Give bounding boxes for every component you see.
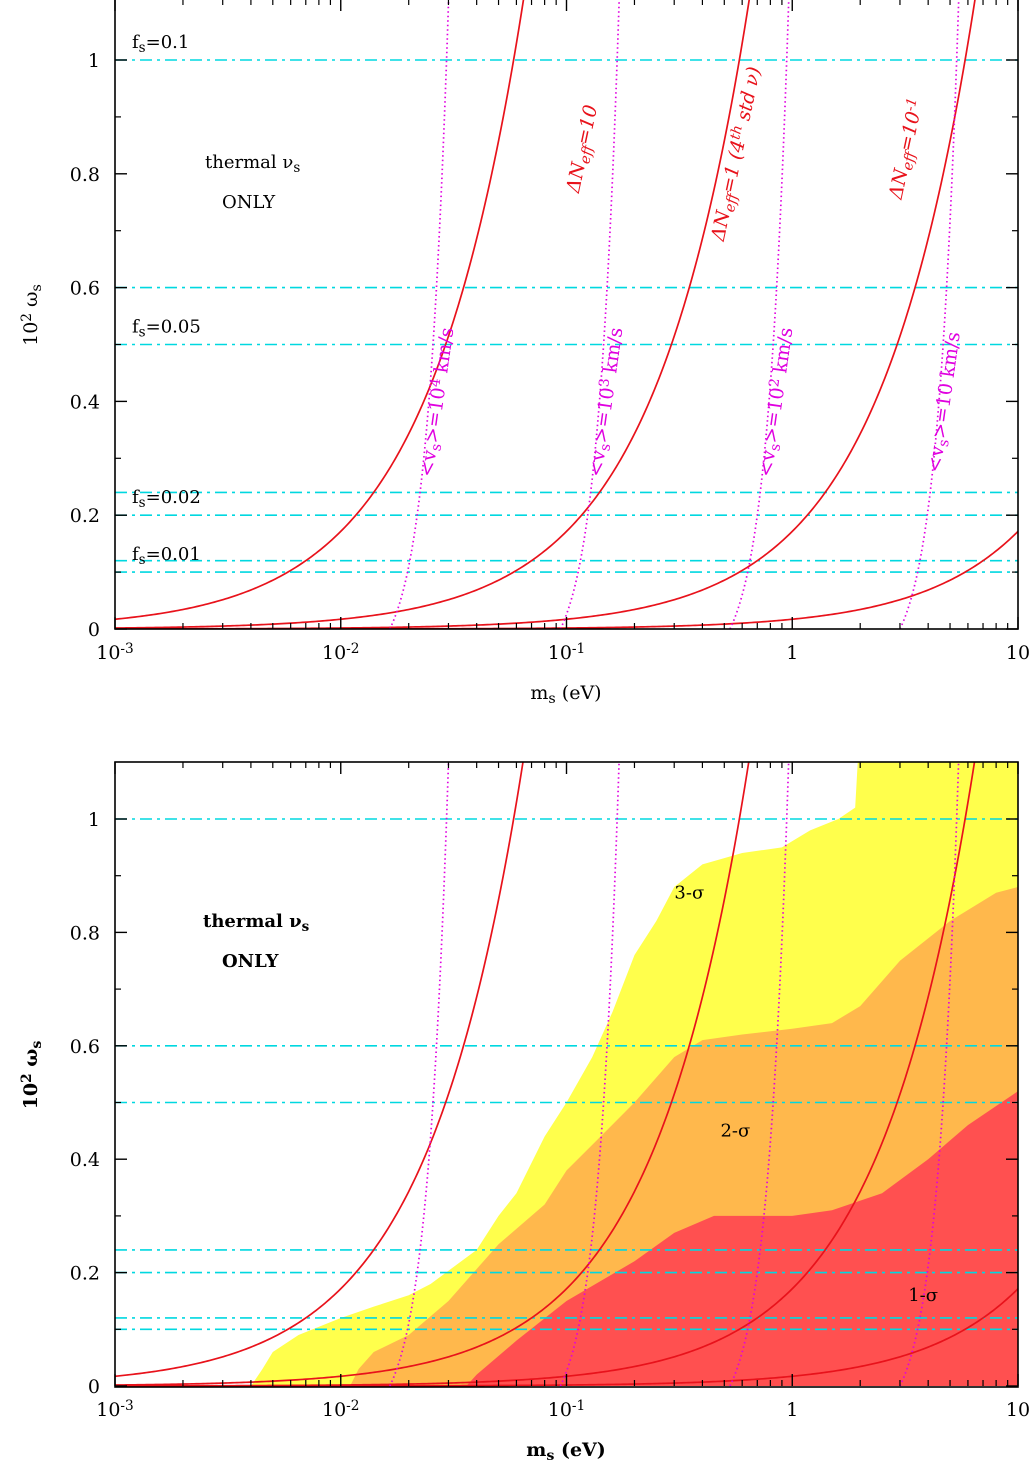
confidence-region — [466, 1091, 1018, 1386]
neff-curve — [115, 762, 750, 1386]
top-panel: 10-3 10-2 10-1 1 10 0 0.2 0.4 0.6 0.8 1 ms (eV) 102… — [19, 0, 1030, 707]
y-axis-label: 102 ωs — [19, 1041, 44, 1110]
neff-curve-group — [115, 0, 1018, 629]
velocity-label: <vs>=102 km/s — [754, 326, 800, 478]
neff-curve — [115, 0, 525, 621]
neff-curve — [115, 0, 976, 629]
region-label: 3-σ — [674, 882, 704, 903]
annotation-thermal: thermal νs — [203, 911, 310, 935]
y-tick-label: 0.2 — [70, 505, 100, 527]
velocity-curve — [559, 0, 621, 629]
y-axis-label: 102 ωs — [19, 284, 44, 346]
x-tick-label: 10-2 — [322, 1398, 360, 1421]
top-axis-ticks: 10-3 10-2 10-1 1 10 0 0.2 0.4 0.6 0.8 1 — [70, 0, 1030, 664]
bottom-axis-ticks: 10-3 10-2 10-1 1 10 0 0.2 0.4 0.6 0.8 1 — [70, 762, 1030, 1421]
y-tick-label: 0 — [88, 619, 100, 641]
x-tick-label: 10 — [1006, 642, 1030, 664]
y-tick-label: 0.8 — [70, 922, 100, 944]
x-tick-label: 10-3 — [96, 1398, 134, 1421]
neff-label: ΔNeff=10 — [562, 103, 605, 196]
fs-line-group — [115, 59, 1018, 573]
x-axis-label: ms (eV) — [526, 1439, 606, 1464]
top-plot-frame — [114, 0, 1019, 630]
y-tick-label: 0.4 — [70, 391, 100, 413]
neff-curve — [115, 762, 524, 1378]
fs-label: fs=0.01 — [132, 544, 201, 568]
annotation-thermal: thermal νs — [205, 152, 300, 176]
velocity-label: <vs>=104 km/s — [415, 326, 461, 478]
x-tick-label: 1 — [786, 1399, 798, 1421]
velocity-curve — [389, 0, 450, 629]
x-tick-label: 10-1 — [548, 1398, 586, 1421]
y-tick-label: 0 — [88, 1376, 100, 1398]
annotation-only: ONLY — [222, 192, 276, 213]
x-tick-label: 10-3 — [96, 641, 134, 664]
fs-line-group — [115, 818, 1018, 1331]
y-tick-label: 0.8 — [70, 164, 100, 186]
top-plot-labels: ms (eV) 102 ωs thermal νs ONLY fs=0.1 fs=0.05… — [19, 32, 967, 707]
bottom-panel: 10-3 10-2 10-1 1 10 0 0.2 0.4 0.6 0.8 1 ms (eV) 102… — [19, 761, 1030, 1464]
fs-label: fs=0.1 — [132, 32, 189, 56]
y-tick-label: 0.6 — [70, 278, 100, 300]
confidence-region-group — [250, 762, 1018, 1386]
region-label: 2-σ — [720, 1121, 750, 1142]
annotation-only: ONLY — [222, 951, 280, 972]
neff-label: ΔNeff=1 (4th std ν) — [706, 65, 768, 245]
y-tick-label: 0.6 — [70, 1036, 100, 1058]
fs-label: fs=0.02 — [132, 487, 201, 511]
x-tick-label: 10-1 — [548, 641, 586, 664]
velocity-curve-group — [389, 0, 960, 629]
velocity-curve — [899, 0, 960, 629]
region-label: 1-σ — [908, 1285, 938, 1306]
neff-curve — [115, 0, 751, 629]
y-tick-label: 1 — [88, 50, 100, 72]
velocity-label: <vs>=10 km/s — [923, 330, 967, 474]
y-tick-label: 1 — [88, 809, 100, 831]
x-axis-label: ms (eV) — [530, 682, 601, 707]
fs-label: fs=0.05 — [132, 317, 201, 341]
y-tick-label: 0.2 — [70, 1263, 100, 1285]
x-tick-label: 10-2 — [322, 641, 360, 664]
y-tick-label: 0.4 — [70, 1149, 100, 1171]
x-tick-label: 1 — [786, 642, 798, 664]
neff-curve — [115, 530, 1018, 629]
bottom-plot-labels: ms (eV) 102 ωs thermal νs ONLY 3-σ 2-σ 1-σ — [19, 882, 938, 1463]
x-tick-label: 10 — [1006, 1399, 1030, 1421]
neff-label: ΔNeff=10-1 — [884, 96, 930, 202]
